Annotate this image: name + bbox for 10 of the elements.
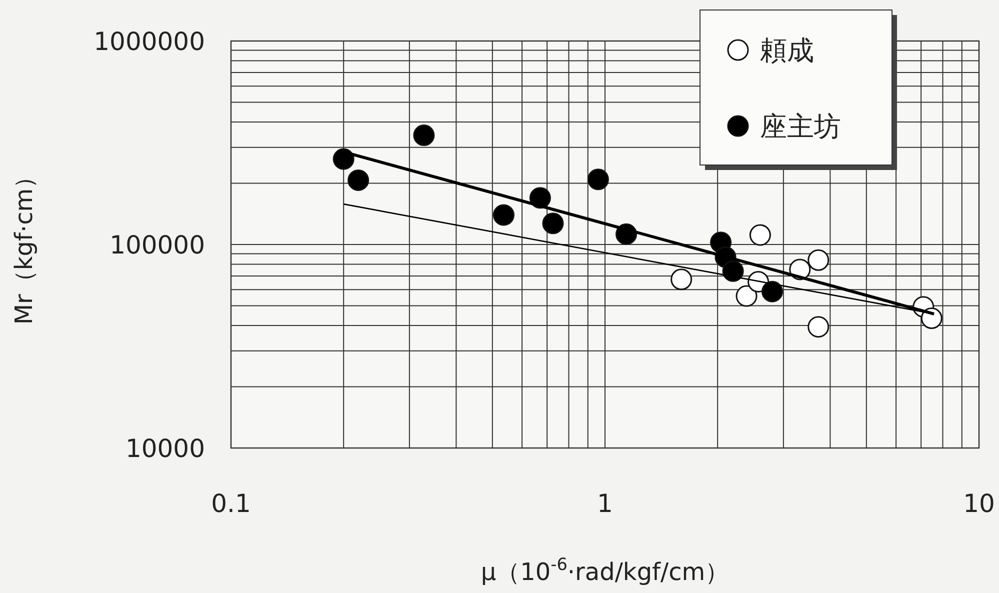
x-tick-label: 10 [963,489,995,518]
x-tick-label: 0.1 [211,489,251,518]
y-tick-label: 10000 [125,434,205,463]
legend-label: 座主坊 [760,111,841,142]
x-tick-label: 1 [597,489,613,518]
y-tick-label: 100000 [110,230,205,260]
x-axis-title: μ（10$^{-6}$·rad/kgf/cm） [480,554,730,586]
y-tick-label: 1000000 [94,26,205,56]
legend-label: 頼成 [760,35,814,66]
y-axis-title: Mr（kgf·cm） [10,164,38,325]
